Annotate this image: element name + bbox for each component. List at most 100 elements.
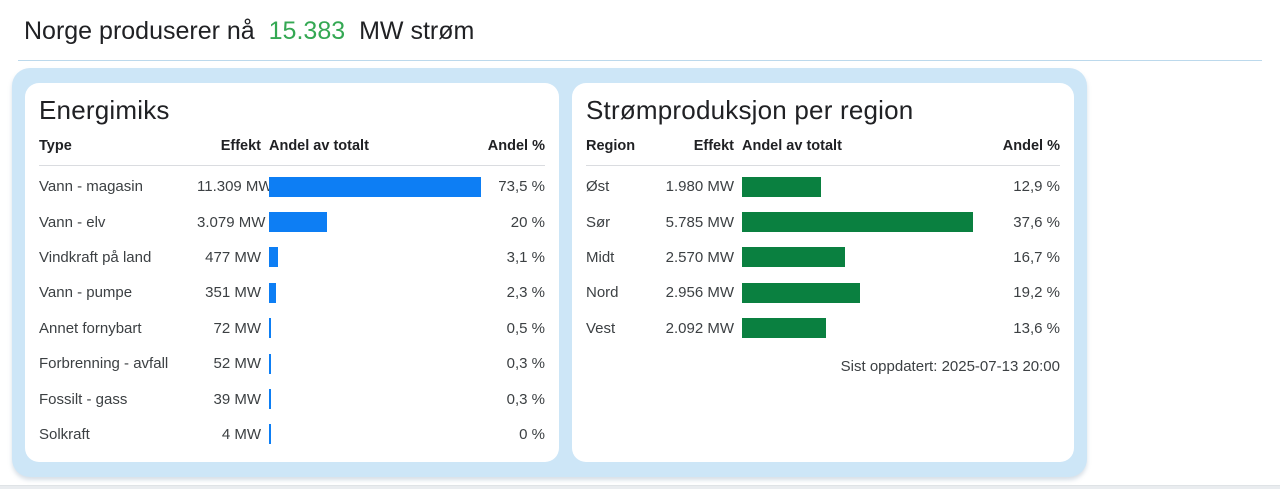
region-production-title: Strømproduksjon per region	[586, 95, 914, 125]
energy-share-bar-track	[269, 318, 453, 339]
region-name-label: Nord	[586, 284, 619, 302]
energy-share-bar	[269, 247, 278, 268]
energy-col-type: Type	[39, 138, 72, 154]
last-updated-text: Sist oppdatert: 2025-07-13 20:00	[840, 357, 1060, 375]
region-share-pct-value: 37,6 %	[1013, 213, 1060, 231]
energy-share-bar-track	[269, 282, 453, 303]
energy-row: Vann - pumpe 351 MW 2,3 %	[39, 275, 545, 310]
energy-share-pct-value: 2,3 %	[506, 284, 545, 302]
energy-effect-value: 4 MW	[221, 425, 261, 443]
title-divider	[18, 60, 1262, 61]
energy-row: Vann - elv 3.079 MW 20 %	[39, 204, 545, 239]
page-title: Norge produserer nå 15.383 MW strøm	[0, 0, 1280, 47]
energy-type-label: Fossilt - gass	[39, 390, 128, 408]
region-header-row: Region Effekt Andel av totalt Andel %	[586, 138, 1060, 166]
region-name-label: Vest	[586, 319, 616, 337]
energy-share-bar	[269, 282, 276, 303]
energy-type-label: Vann - pumpe	[39, 284, 133, 302]
energy-mix-title: Energimiks	[39, 95, 170, 125]
region-col-region: Region	[586, 138, 636, 154]
energy-type-label: Forbrenning - avfall	[39, 355, 169, 373]
energy-type-label: Annet fornybart	[39, 319, 142, 337]
energy-share-pct-value: 0,3 %	[506, 390, 545, 408]
energy-col-effect: Effekt	[220, 138, 261, 154]
region-share-pct-value: 16,7 %	[1013, 248, 1060, 266]
energy-share-bar-track	[269, 176, 481, 197]
region-share-bar-track	[742, 212, 974, 233]
region-name-label: Midt	[586, 248, 615, 266]
region-row: Midt 2.570 MW 16,7 %	[586, 240, 1060, 275]
region-name-label: Sør	[586, 213, 611, 231]
region-effect-value: 1.980 MW	[665, 178, 734, 196]
region-rows: Øst 1.980 MW 12,9 % Sør 5.785 MW 37,6 %	[586, 169, 1060, 346]
energy-row: Vindkraft på land 477 MW 3,1 %	[39, 240, 545, 275]
region-share-pct-value: 12,9 %	[1013, 178, 1060, 196]
energy-row: Solkraft 4 MW 0 %	[39, 417, 545, 452]
region-col-share-bar: Andel av totalt	[742, 138, 842, 154]
region-share-bar-track	[742, 318, 972, 339]
energy-share-pct-value: 0,3 %	[506, 355, 545, 373]
region-share-bar	[742, 212, 974, 233]
region-share-bar	[742, 247, 845, 268]
region-share-bar-track	[742, 282, 972, 303]
energy-share-bar-track	[269, 212, 453, 233]
region-effect-value: 5.785 MW	[665, 213, 734, 231]
energy-share-pct-value: 3,1 %	[506, 248, 545, 266]
energy-effect-value: 3.079 MW	[197, 213, 266, 231]
energy-share-bar-track	[269, 424, 453, 445]
region-row: Vest 2.092 MW 13,6 %	[586, 311, 1060, 346]
page-title-suffix: MW strøm	[359, 17, 475, 45]
page-title-prefix: Norge produserer nå	[24, 17, 255, 45]
energy-row: Vann - magasin 11.309 MW 73,5 %	[39, 169, 545, 204]
energy-share-bar-track	[269, 353, 453, 374]
energy-type-label: Solkraft	[39, 425, 90, 443]
energy-share-bar	[269, 212, 327, 233]
total-production-value: 15.383	[268, 17, 346, 45]
region-effect-value: 2.956 MW	[665, 284, 734, 302]
energy-share-bar	[269, 353, 271, 374]
energy-type-label: Vann - elv	[39, 213, 106, 231]
region-col-share-pct: Andel %	[1002, 138, 1060, 154]
region-share-bar	[742, 318, 826, 339]
energy-share-bar	[269, 389, 271, 410]
energy-share-pct-value: 73,5 %	[498, 178, 545, 196]
energy-col-share-bar: Andel av totalt	[269, 138, 369, 154]
region-name-label: Øst	[586, 178, 610, 196]
region-effect-value: 2.570 MW	[665, 248, 734, 266]
energy-effect-value: 72 MW	[213, 319, 261, 337]
energy-effect-value: 11.309 MW	[197, 178, 273, 196]
energy-share-bar	[269, 424, 271, 445]
energy-share-pct-value: 0 %	[519, 425, 545, 443]
energy-col-share-pct: Andel %	[487, 138, 545, 154]
energy-row: Forbrenning - avfall 52 MW 0,3 %	[39, 346, 545, 381]
energy-share-bar	[269, 176, 481, 197]
region-col-effect: Effekt	[693, 138, 734, 154]
energy-type-label: Vindkraft på land	[39, 248, 152, 266]
bottom-page-edge	[0, 485, 1280, 489]
region-share-bar	[742, 282, 861, 303]
region-share-pct-value: 19,2 %	[1013, 284, 1060, 302]
region-share-bar	[742, 176, 822, 197]
energy-mix-header-row: Type Effekt Andel av totalt Andel %	[39, 138, 545, 166]
region-row: Nord 2.956 MW 19,2 %	[586, 275, 1060, 310]
energy-effect-value: 52 MW	[213, 355, 261, 373]
energy-mix-panel: Energimiks Type Effekt Andel av totalt A…	[25, 83, 559, 462]
region-production-panel: Strømproduksjon per region Region Effekt…	[572, 83, 1074, 462]
energy-mix-rows: Vann - magasin 11.309 MW 73,5 % Vann - e…	[39, 169, 545, 452]
panels-container: Energimiks Type Effekt Andel av totalt A…	[12, 68, 1087, 477]
region-effect-value: 2.092 MW	[665, 319, 734, 337]
region-row: Sør 5.785 MW 37,6 %	[586, 204, 1060, 239]
energy-share-bar-track	[269, 389, 453, 410]
energy-effect-value: 477 MW	[205, 248, 261, 266]
region-share-pct-value: 13,6 %	[1013, 319, 1060, 337]
energy-effect-value: 351 MW	[205, 284, 261, 302]
energy-share-bar	[269, 318, 271, 339]
energy-row: Fossilt - gass 39 MW 0,3 %	[39, 381, 545, 416]
region-row: Øst 1.980 MW 12,9 %	[586, 169, 1060, 204]
region-share-bar-track	[742, 176, 972, 197]
region-share-bar-track	[742, 247, 972, 268]
energy-share-pct-value: 20 %	[510, 213, 545, 231]
energy-effect-value: 39 MW	[213, 390, 261, 408]
energy-type-label: Vann - magasin	[39, 178, 143, 196]
energy-row: Annet fornybart 72 MW 0,5 %	[39, 311, 545, 346]
